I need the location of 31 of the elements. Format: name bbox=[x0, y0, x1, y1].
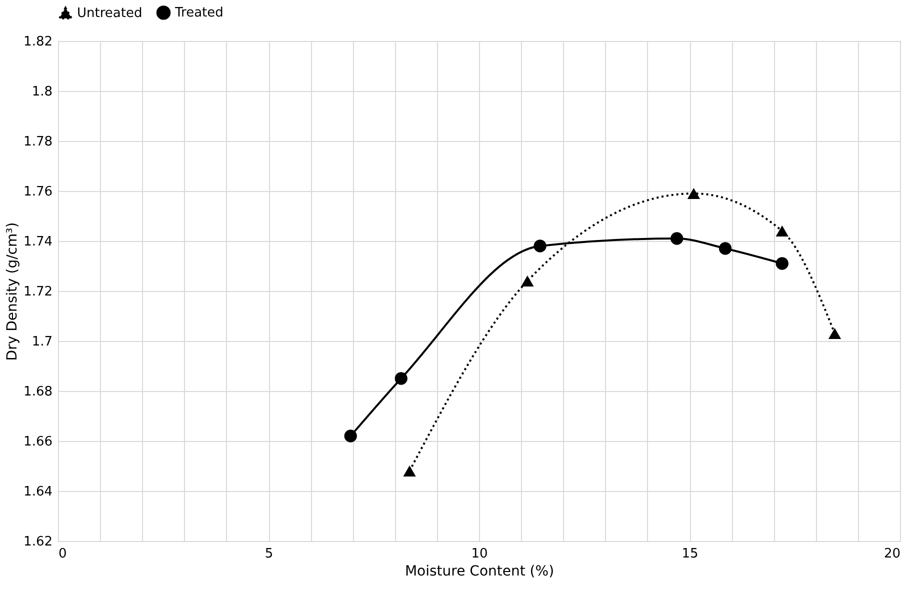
x-tick-label: 5 bbox=[264, 546, 274, 562]
y-tick-label: 1.82 bbox=[24, 34, 52, 50]
point bbox=[394, 372, 408, 385]
x-tick-label: 20 bbox=[884, 546, 900, 562]
x-tick-label: 10 bbox=[471, 546, 488, 562]
x-tick-label: 15 bbox=[682, 546, 698, 562]
point bbox=[534, 240, 546, 252]
point bbox=[344, 430, 357, 442]
y-axis-title: Dry Density (g/cm³) bbox=[4, 222, 21, 361]
y-tick-label: 1.7 bbox=[32, 334, 52, 350]
y-tick-label: 1.8 bbox=[32, 84, 52, 100]
y-tick-label: 1.74 bbox=[24, 234, 52, 250]
y-tick-label: 1.66 bbox=[24, 434, 52, 450]
x-axis-title: Moisture Content (%) bbox=[404, 564, 554, 580]
legend-label: Treated bbox=[174, 6, 224, 21]
point bbox=[718, 242, 732, 255]
point bbox=[687, 188, 700, 199]
point bbox=[521, 276, 534, 286]
y-tick-label: 1.72 bbox=[24, 284, 52, 300]
legend-label: Untreated bbox=[77, 6, 142, 22]
y-tick-label: 1.64 bbox=[24, 484, 52, 500]
point bbox=[670, 232, 684, 245]
point bbox=[828, 328, 842, 339]
point bbox=[403, 466, 416, 476]
point bbox=[776, 226, 788, 236]
y-tick-label: 1.62 bbox=[24, 534, 52, 550]
x-tick-label: 0 bbox=[58, 546, 67, 562]
point bbox=[776, 257, 788, 270]
y-tick-label: 1.68 bbox=[24, 384, 52, 400]
y-tick-label: 1.76 bbox=[24, 184, 52, 200]
y-tick-label: 1.78 bbox=[24, 134, 52, 150]
